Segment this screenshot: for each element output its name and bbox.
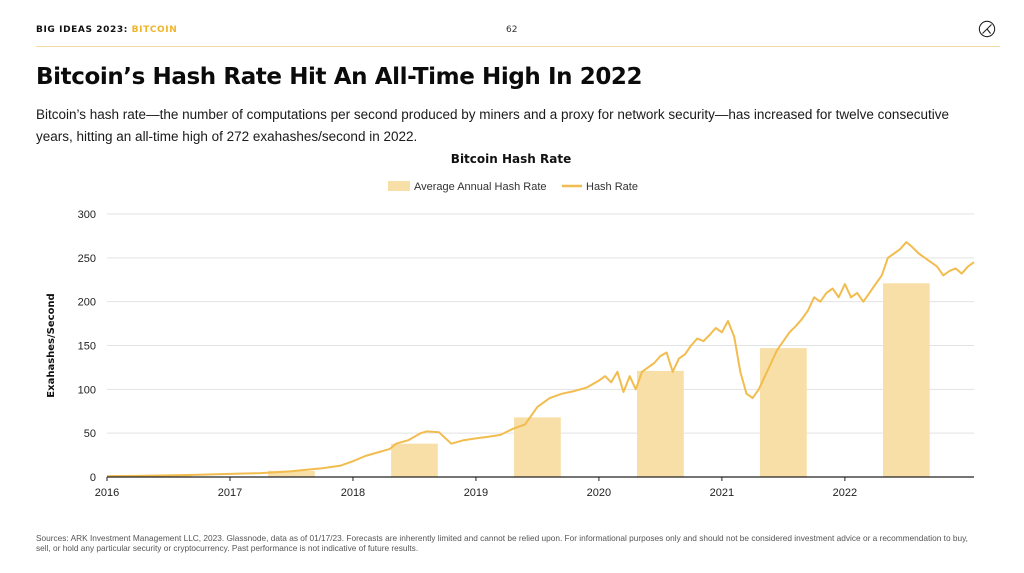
y-tick-label: 200: [78, 297, 96, 309]
header-section: BIG IDEAS 2023: [36, 25, 124, 35]
annual-average-bar: [391, 443, 438, 477]
y-tick-label: 100: [78, 384, 96, 396]
sources-footnote: Sources: ARK Investment Management LLC, …: [36, 533, 968, 553]
page-title: Bitcoin’s Hash Rate Hit An All-Time High…: [36, 64, 643, 90]
top-bar: BIG IDEAS 2023: BITCOIN 62: [36, 18, 1000, 47]
y-tick-label: 0: [90, 472, 96, 484]
annual-average-bar: [514, 417, 561, 477]
page-subtitle: Bitcoin’s hash rate—the number of comput…: [36, 107, 949, 144]
header-topic: BITCOIN: [131, 25, 178, 35]
y-tick-label: 150: [78, 341, 96, 353]
header-brand: BIG IDEAS 2023: BITCOIN: [36, 25, 177, 35]
hash-rate-chart: Bitcoin Hash Rate Average Annual Hash Rat…: [46, 152, 975, 499]
legend-swatch-bars: [388, 181, 410, 191]
x-tick-label: 2017: [218, 487, 242, 499]
hash-rate-line: [106, 241, 975, 478]
annual-average-bar: [882, 283, 930, 477]
annual-average-bar: [760, 348, 807, 477]
page-number: 62: [506, 25, 518, 35]
x-tick-label: 2020: [587, 487, 611, 499]
annual-average-bar: [268, 470, 315, 477]
y-tick-label: 300: [78, 209, 96, 221]
legend-label-line: Hash Rate: [586, 181, 638, 193]
y-tick-label: 50: [84, 428, 96, 440]
y-axis-label: Exahashes/Second: [46, 293, 57, 397]
x-tick-label: 2022: [833, 487, 857, 499]
x-tick-label: 2019: [464, 487, 488, 499]
x-tick-label: 2021: [710, 487, 734, 499]
chart-title: Bitcoin Hash Rate: [451, 152, 571, 166]
y-tick-label: 250: [78, 253, 96, 265]
x-tick-label: 2018: [341, 487, 365, 499]
legend-label-bars: Average Annual Hash Rate: [414, 181, 547, 193]
header-separator: :: [123, 25, 132, 35]
annual-average-bar: [637, 370, 684, 477]
ark-logo-icon: [978, 20, 996, 38]
x-tick-label: 2016: [95, 487, 119, 499]
